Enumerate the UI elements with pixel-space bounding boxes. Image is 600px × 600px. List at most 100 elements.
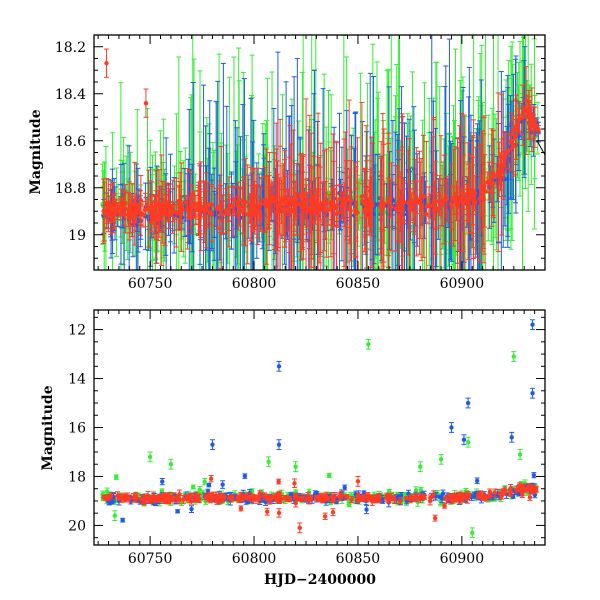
data-point bbox=[217, 204, 222, 210]
data-point bbox=[173, 209, 179, 215]
data-point bbox=[148, 207, 153, 212]
data-point bbox=[243, 199, 248, 205]
data-point bbox=[183, 200, 189, 205]
data-point bbox=[115, 208, 120, 214]
data-point bbox=[143, 207, 148, 213]
top-y-axis-label: Magnitude bbox=[28, 109, 44, 194]
data-point bbox=[207, 210, 212, 215]
data-point bbox=[448, 201, 453, 207]
data-point bbox=[502, 156, 507, 162]
data-point bbox=[245, 212, 250, 217]
data-point bbox=[514, 125, 519, 130]
top-axis-ticks: 60750 60800 60850 60900 18.2 18.4 18.6 18.8 19 bbox=[55, 34, 546, 292]
data-point bbox=[346, 194, 352, 200]
data-point bbox=[480, 188, 485, 194]
outlier-point bbox=[143, 100, 149, 106]
data-point bbox=[119, 199, 124, 204]
data-point bbox=[369, 203, 374, 209]
data-point bbox=[137, 210, 143, 216]
data-point bbox=[153, 209, 158, 215]
y-tick-label: 18.2 bbox=[55, 40, 86, 56]
data-point bbox=[279, 197, 285, 203]
data-point bbox=[471, 198, 476, 203]
data-point bbox=[125, 212, 130, 217]
x-tick-label: 60900 bbox=[440, 276, 485, 292]
data-point bbox=[274, 203, 280, 209]
data-point bbox=[527, 121, 532, 127]
y-tick-label: 19 bbox=[68, 228, 86, 244]
data-point bbox=[467, 195, 473, 200]
y-tick-label: 18.6 bbox=[55, 134, 86, 150]
top-panel: 60750 60800 60850 60900 18.2 18.4 18.6 18.8 19 M… bbox=[28, 34, 546, 292]
data-point bbox=[283, 206, 288, 212]
data-point bbox=[378, 203, 383, 209]
data-point bbox=[457, 195, 462, 201]
data-point bbox=[209, 202, 215, 207]
data-point bbox=[505, 148, 511, 154]
data-point bbox=[339, 203, 344, 209]
data-point bbox=[202, 479, 207, 484]
data-point bbox=[274, 210, 279, 215]
data-point bbox=[155, 213, 161, 218]
data-point bbox=[252, 203, 257, 208]
data-point bbox=[438, 203, 444, 208]
data-point bbox=[126, 207, 131, 212]
data-point bbox=[499, 162, 505, 167]
data-point bbox=[132, 201, 137, 206]
data-point bbox=[185, 206, 190, 211]
data-point bbox=[386, 197, 391, 202]
data-point bbox=[442, 197, 447, 202]
data-point bbox=[307, 205, 313, 210]
data-point bbox=[105, 204, 110, 209]
data-point bbox=[294, 202, 299, 208]
data-point bbox=[407, 205, 412, 211]
data-point bbox=[156, 201, 162, 206]
data-point bbox=[304, 196, 309, 202]
data-point bbox=[362, 201, 367, 206]
data-point bbox=[414, 195, 419, 200]
x-tick-label: 60850 bbox=[336, 276, 381, 292]
data-point bbox=[164, 202, 169, 207]
data-point bbox=[326, 207, 332, 212]
data-point bbox=[436, 207, 441, 213]
outlier-point bbox=[104, 61, 109, 66]
data-point bbox=[313, 198, 318, 204]
data-point bbox=[431, 198, 436, 203]
data-point bbox=[318, 205, 323, 210]
data-point bbox=[484, 180, 490, 185]
data-point bbox=[203, 208, 209, 213]
data-point bbox=[348, 198, 354, 203]
series-0 bbox=[100, 338, 539, 539]
data-point bbox=[159, 209, 164, 214]
data-point bbox=[230, 204, 236, 210]
data-point bbox=[192, 201, 197, 207]
data-point bbox=[287, 202, 292, 208]
y-tick-label: 18.4 bbox=[55, 87, 86, 103]
x-tick-label: 60750 bbox=[128, 276, 173, 292]
data-point bbox=[460, 201, 466, 206]
data-point bbox=[341, 200, 347, 205]
data-point bbox=[491, 181, 496, 186]
data-point bbox=[367, 199, 373, 204]
bottom-plot-area bbox=[100, 319, 539, 539]
data-point bbox=[138, 198, 144, 203]
data-point bbox=[331, 202, 336, 208]
data-point bbox=[189, 211, 194, 216]
data-point bbox=[291, 196, 296, 201]
data-point bbox=[470, 188, 475, 194]
data-point bbox=[521, 110, 526, 115]
data-point bbox=[326, 473, 332, 478]
data-point bbox=[328, 199, 334, 205]
data-point bbox=[389, 204, 394, 209]
data-point bbox=[110, 205, 116, 210]
data-point bbox=[180, 207, 185, 212]
data-point bbox=[506, 156, 511, 161]
data-point bbox=[150, 215, 155, 220]
data-point bbox=[170, 209, 176, 214]
data-point bbox=[118, 204, 123, 210]
data-point bbox=[464, 197, 469, 202]
data-point bbox=[219, 201, 224, 206]
data-point bbox=[299, 204, 304, 209]
